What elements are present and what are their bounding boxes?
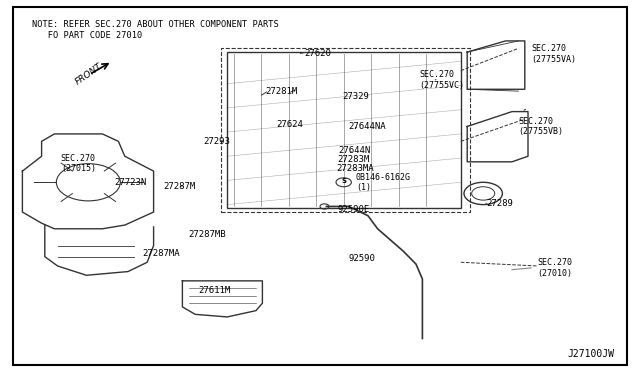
Text: 27644N: 27644N [338,146,370,155]
Text: 27644NA: 27644NA [349,122,387,131]
Text: 92590E: 92590E [338,205,370,214]
Text: 27283M: 27283M [337,155,369,164]
Text: 0B146-6162G
(1): 0B146-6162G (1) [356,173,411,192]
Text: 27281M: 27281M [266,87,298,96]
Text: 27283MA: 27283MA [336,164,374,173]
Text: 27611M: 27611M [198,286,230,295]
Text: 27329: 27329 [342,92,369,101]
Text: 27723N: 27723N [114,178,146,187]
Text: SEC.270
(27015): SEC.270 (27015) [61,154,96,173]
Text: SEC.270
(27755VB): SEC.270 (27755VB) [518,117,563,136]
Text: 27293: 27293 [204,137,230,146]
Text: 27620: 27620 [304,49,331,58]
Text: SEC.270
(27010): SEC.270 (27010) [538,258,573,278]
Text: NOTE: REFER SEC.270 ABOUT OTHER COMPONENT PARTS
   FO PART CODE 27010: NOTE: REFER SEC.270 ABOUT OTHER COMPONEN… [32,20,279,40]
Text: 92590: 92590 [349,254,376,263]
Text: FRONT: FRONT [74,62,104,87]
Text: 27287MB: 27287MB [189,230,227,239]
Text: SEC.270
(27755VA): SEC.270 (27755VA) [531,44,576,64]
Text: S: S [341,178,346,184]
Text: 27624: 27624 [276,120,303,129]
Text: 27287M: 27287M [163,182,195,191]
Text: 27287MA: 27287MA [142,249,180,258]
Text: J27100JW: J27100JW [568,349,614,359]
Text: SEC.270
(27755VC): SEC.270 (27755VC) [419,70,464,90]
Text: 27289: 27289 [486,199,513,208]
